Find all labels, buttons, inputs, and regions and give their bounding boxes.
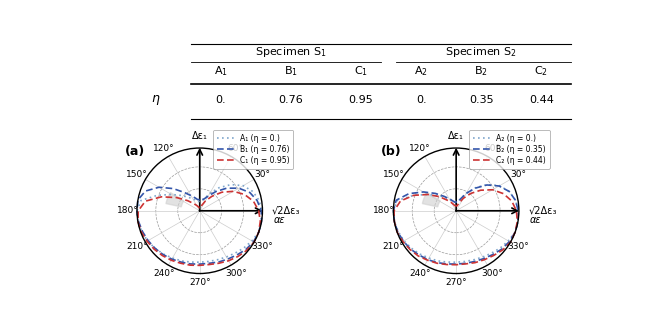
Text: αε: αε: [530, 215, 542, 225]
Text: B$_2$: B$_2$: [474, 64, 488, 78]
Text: 270°: 270°: [189, 279, 211, 288]
Text: 300°: 300°: [481, 269, 503, 278]
Text: Specimen S$_1$: Specimen S$_1$: [255, 45, 327, 59]
Text: 0.35: 0.35: [469, 95, 494, 105]
Text: Specimen S$_2$: Specimen S$_2$: [445, 45, 517, 59]
Text: 330°: 330°: [251, 242, 273, 251]
Text: 0.76: 0.76: [278, 95, 304, 105]
Text: 210°: 210°: [127, 242, 148, 251]
Legend: A₁ (η = 0.), B₁ (η = 0.76), C₁ (η = 0.95): A₁ (η = 0.), B₁ (η = 0.76), C₁ (η = 0.95…: [213, 130, 293, 169]
Text: 270°: 270°: [445, 279, 467, 288]
Text: 180°: 180°: [373, 206, 395, 215]
Text: $\eta$: $\eta$: [151, 93, 161, 107]
Text: (a): (a): [125, 145, 145, 158]
Text: 0.95: 0.95: [349, 95, 373, 105]
Polygon shape: [166, 193, 183, 207]
Text: 60°: 60°: [484, 144, 500, 153]
Text: C$_2$: C$_2$: [534, 64, 548, 78]
Text: 0.44: 0.44: [529, 95, 554, 105]
Text: 300°: 300°: [225, 269, 247, 278]
Text: 180°: 180°: [117, 206, 138, 215]
Text: 210°: 210°: [383, 242, 404, 251]
Text: 240°: 240°: [410, 269, 431, 278]
Text: A$_1$: A$_1$: [214, 64, 228, 78]
Text: 150°: 150°: [383, 170, 404, 179]
Text: (b): (b): [381, 145, 401, 158]
Text: Δε₁: Δε₁: [448, 130, 464, 140]
Text: 150°: 150°: [127, 170, 148, 179]
Text: 60°: 60°: [228, 144, 244, 153]
Text: αε: αε: [274, 215, 286, 225]
Text: A$_2$: A$_2$: [414, 64, 428, 78]
Text: 0.: 0.: [416, 95, 426, 105]
Polygon shape: [422, 193, 440, 207]
Text: 330°: 330°: [508, 242, 530, 251]
Text: 120°: 120°: [410, 144, 431, 153]
Text: √2Δε₃: √2Δε₃: [272, 206, 300, 216]
Text: 0.: 0.: [216, 95, 226, 105]
Text: Δε₁: Δε₁: [192, 130, 207, 140]
Text: 120°: 120°: [153, 144, 174, 153]
Text: 30°: 30°: [255, 170, 270, 179]
Text: √2Δε₃: √2Δε₃: [528, 206, 557, 216]
Text: C$_1$: C$_1$: [354, 64, 368, 78]
Text: B$_1$: B$_1$: [284, 64, 298, 78]
Text: 240°: 240°: [153, 269, 174, 278]
Text: 30°: 30°: [510, 170, 526, 179]
Legend: A₂ (η = 0.), B₂ (η = 0.35), C₂ (η = 0.44): A₂ (η = 0.), B₂ (η = 0.35), C₂ (η = 0.44…: [469, 130, 550, 169]
